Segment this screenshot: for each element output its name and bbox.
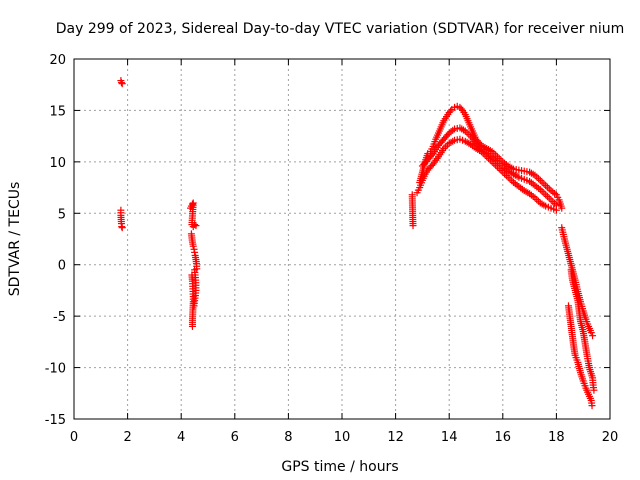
series-arc-middle (418, 124, 560, 209)
data-point-marker (535, 175, 543, 183)
data-point-marker (543, 183, 551, 191)
series-cluster-1.7h-top (117, 77, 126, 88)
data-point-marker (540, 189, 548, 197)
data-points (117, 77, 598, 410)
x-tick-label: 4 (177, 430, 185, 445)
data-point-marker (543, 192, 551, 200)
data-point-marker (533, 196, 541, 204)
x-tick-label: 0 (70, 430, 78, 445)
series-column-4.4h-a (187, 199, 200, 231)
data-point-marker (549, 198, 557, 206)
x-tick-label: 12 (387, 430, 404, 445)
data-point-marker (545, 185, 553, 193)
series-column-4.4h-b (187, 230, 201, 273)
series-tail-c (567, 266, 598, 394)
data-point-marker (504, 173, 512, 181)
data-point-marker (552, 201, 560, 209)
x-tick-label: 16 (495, 430, 512, 445)
y-axis-label: SDTVAR / TECUs (7, 182, 23, 297)
data-point-marker (428, 151, 436, 159)
data-point-marker (545, 194, 553, 202)
x-axis-label: GPS time / hours (281, 459, 398, 475)
data-point-marker (118, 224, 126, 232)
data-point-marker (587, 329, 595, 337)
data-point-marker (547, 196, 555, 204)
data-point-marker (538, 178, 546, 186)
series-column-4.4h-d (190, 266, 200, 310)
y-tick-label: 15 (49, 104, 66, 119)
data-point-marker (447, 107, 455, 115)
chart-title: Day 299 of 2023, Sidereal Day-to-day VTE… (56, 21, 625, 37)
y-tick-label: 10 (49, 156, 66, 171)
grid-lines (74, 59, 610, 419)
x-tick-label: 10 (334, 430, 351, 445)
data-point-marker (457, 105, 465, 113)
series-tail-a (558, 224, 597, 340)
data-point-marker (542, 191, 550, 199)
data-point-marker (190, 302, 198, 310)
data-point-marker (191, 221, 199, 229)
axis-ticks (73, 58, 611, 420)
x-tick-label: 14 (441, 430, 458, 445)
data-point-marker (192, 222, 200, 230)
data-point-marker (542, 182, 550, 190)
y-tick-label: 0 (58, 259, 66, 274)
data-point-marker (588, 402, 596, 410)
data-point-marker (188, 322, 196, 330)
x-tick-label: 20 (602, 430, 619, 445)
series-tail-b (564, 302, 596, 410)
y-tick-labels: -15 -10 -5 0 5 10 15 20 (45, 53, 66, 428)
y-tick-label: -15 (45, 413, 66, 428)
data-point-marker (540, 180, 548, 188)
x-tick-label: 18 (548, 430, 565, 445)
y-tick-label: -5 (53, 310, 66, 325)
x-tick-label: 2 (123, 430, 131, 445)
y-tick-label: -10 (45, 362, 66, 377)
data-point-marker (551, 199, 559, 207)
data-point-marker (538, 187, 546, 195)
data-point-marker (506, 175, 514, 183)
data-point-marker (536, 176, 544, 184)
data-point-marker (558, 204, 566, 212)
series-arc-lower (413, 135, 560, 214)
data-point-marker (189, 242, 197, 250)
data-point-marker (118, 80, 126, 88)
y-tick-label: 5 (58, 207, 66, 222)
data-point-marker (589, 332, 597, 340)
x-tick-label: 8 (284, 430, 292, 445)
data-point-marker (495, 160, 503, 168)
data-point-marker (117, 79, 125, 87)
y-tick-label: 20 (49, 53, 66, 68)
data-point-marker (409, 222, 417, 230)
data-point-marker (508, 177, 516, 185)
series-pair-12.6h (408, 191, 417, 230)
x-tick-labels: 0 2 4 6 8 10 12 14 16 18 20 (70, 430, 618, 445)
series-cluster-1.7h-mid (117, 206, 126, 232)
data-point-marker (590, 386, 598, 394)
x-tick-label: 6 (231, 430, 239, 445)
